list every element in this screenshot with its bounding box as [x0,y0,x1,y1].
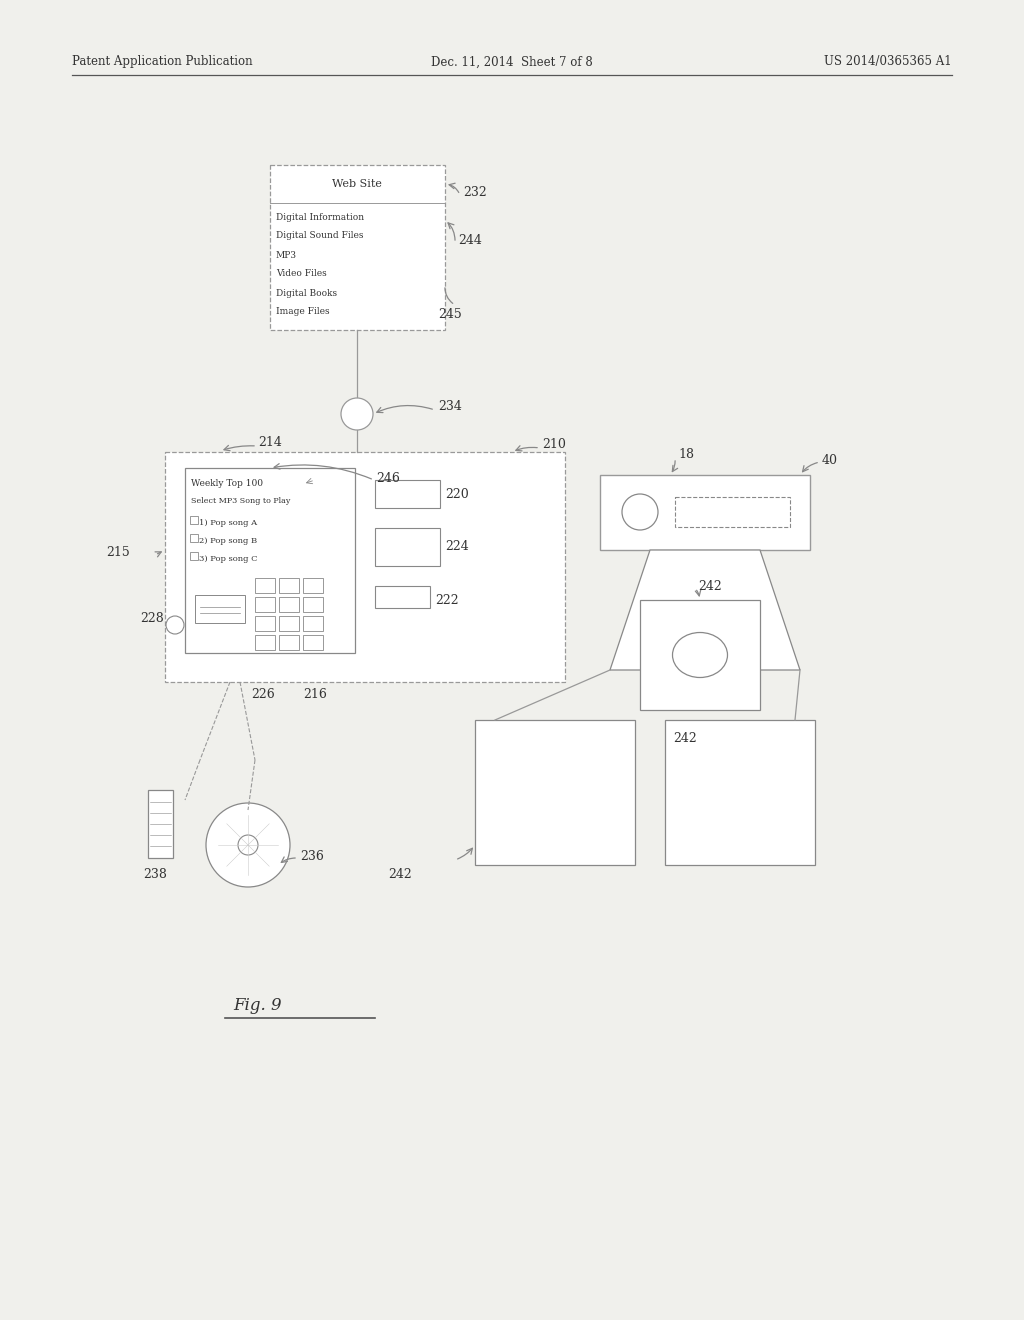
Bar [195,595,245,623]
Text: US 2014/0365365 A1: US 2014/0365365 A1 [824,55,952,69]
Text: 242: 242 [388,869,412,882]
Bar [279,597,299,612]
Text: 210: 210 [542,438,566,451]
Text: 216: 216 [303,688,327,701]
Polygon shape [610,550,800,671]
Ellipse shape [673,632,727,677]
Text: 234: 234 [438,400,462,413]
Bar [303,578,323,593]
Text: 226: 226 [251,688,274,701]
Text: Web Site: Web Site [332,180,382,189]
Text: Digital Books: Digital Books [276,289,337,297]
Bar [303,616,323,631]
Bar [165,451,565,682]
Text: 3) Pop song C: 3) Pop song C [199,554,257,564]
Text: 215: 215 [106,546,130,560]
Circle shape [341,399,373,430]
Bar [303,635,323,649]
Text: Digital Sound Files: Digital Sound Files [276,231,364,240]
Circle shape [166,616,184,634]
Text: 214: 214 [258,437,282,450]
Bar [190,516,198,524]
Text: 224: 224 [445,540,469,553]
Text: Dec. 11, 2014  Sheet 7 of 8: Dec. 11, 2014 Sheet 7 of 8 [431,55,593,69]
Circle shape [238,836,258,855]
Text: 246: 246 [376,471,400,484]
Text: 236: 236 [300,850,324,862]
Bar [255,635,275,649]
Bar [148,789,173,858]
Text: 242: 242 [698,579,722,593]
Text: 244: 244 [458,234,482,247]
Text: Weekly Top 100: Weekly Top 100 [191,479,263,488]
Bar [375,586,430,609]
Text: 220: 220 [445,487,469,500]
Text: 232: 232 [463,186,486,198]
Text: 18: 18 [678,449,694,462]
Bar [303,597,323,612]
Bar [279,616,299,631]
Text: Select MP3 Song to Play: Select MP3 Song to Play [191,498,291,506]
Text: Digital Information: Digital Information [276,213,365,222]
Bar [375,480,440,508]
Bar [279,635,299,649]
Text: 222: 222 [435,594,459,606]
Text: Fig. 9: Fig. 9 [233,997,282,1014]
Bar [675,498,790,527]
Bar [475,719,635,865]
Bar [665,719,815,865]
Bar [640,601,760,710]
Circle shape [622,494,658,531]
Bar [190,535,198,543]
Bar [279,578,299,593]
Text: 242: 242 [673,731,696,744]
Bar [600,475,810,550]
Text: MP3: MP3 [276,251,297,260]
Bar [255,597,275,612]
Bar [255,578,275,593]
Bar [255,616,275,631]
Bar [185,469,355,653]
Text: Image Files: Image Files [276,308,330,317]
Text: 40: 40 [822,454,838,466]
Bar [375,528,440,566]
Text: 2) Pop song B: 2) Pop song B [199,537,257,545]
Text: 245: 245 [438,309,462,322]
Text: Patent Application Publication: Patent Application Publication [72,55,253,69]
Text: 1) Pop song A: 1) Pop song A [199,519,257,527]
Circle shape [206,803,290,887]
Text: 238: 238 [143,869,167,882]
Bar [270,165,445,330]
Text: Video Files: Video Files [276,269,327,279]
Text: 228: 228 [140,611,164,624]
Bar [190,552,198,560]
